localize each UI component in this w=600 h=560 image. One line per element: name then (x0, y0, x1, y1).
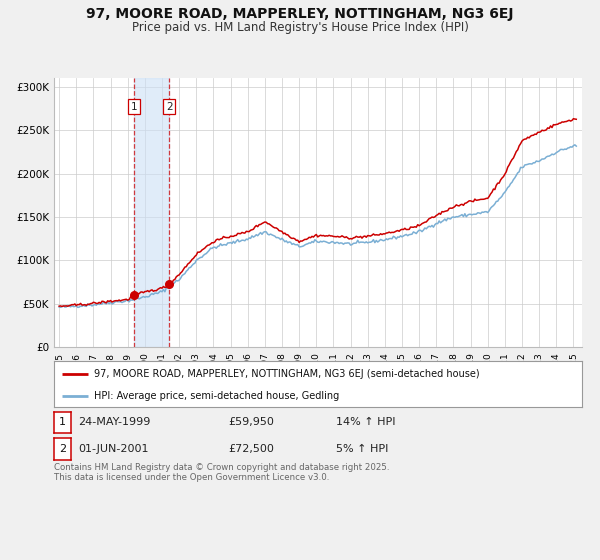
Text: 24-MAY-1999: 24-MAY-1999 (78, 417, 151, 427)
Text: 14% ↑ HPI: 14% ↑ HPI (336, 417, 395, 427)
Text: HPI: Average price, semi-detached house, Gedling: HPI: Average price, semi-detached house,… (94, 391, 339, 400)
Text: 01-JUN-2001: 01-JUN-2001 (78, 444, 149, 454)
Text: 1: 1 (59, 417, 66, 427)
Text: £59,950: £59,950 (228, 417, 274, 427)
Text: 2: 2 (166, 101, 173, 111)
Bar (134, 78, 169, 347)
Text: £72,500: £72,500 (228, 444, 274, 454)
Text: 2: 2 (59, 444, 66, 454)
Text: 1: 1 (131, 101, 138, 111)
Text: Contains HM Land Registry data © Crown copyright and database right 2025.
This d: Contains HM Land Registry data © Crown c… (54, 463, 389, 482)
Text: 97, MOORE ROAD, MAPPERLEY, NOTTINGHAM, NG3 6EJ: 97, MOORE ROAD, MAPPERLEY, NOTTINGHAM, N… (86, 7, 514, 21)
Text: 97, MOORE ROAD, MAPPERLEY, NOTTINGHAM, NG3 6EJ (semi-detached house): 97, MOORE ROAD, MAPPERLEY, NOTTINGHAM, N… (94, 368, 479, 379)
Text: 5% ↑ HPI: 5% ↑ HPI (336, 444, 388, 454)
Text: Price paid vs. HM Land Registry's House Price Index (HPI): Price paid vs. HM Land Registry's House … (131, 21, 469, 34)
